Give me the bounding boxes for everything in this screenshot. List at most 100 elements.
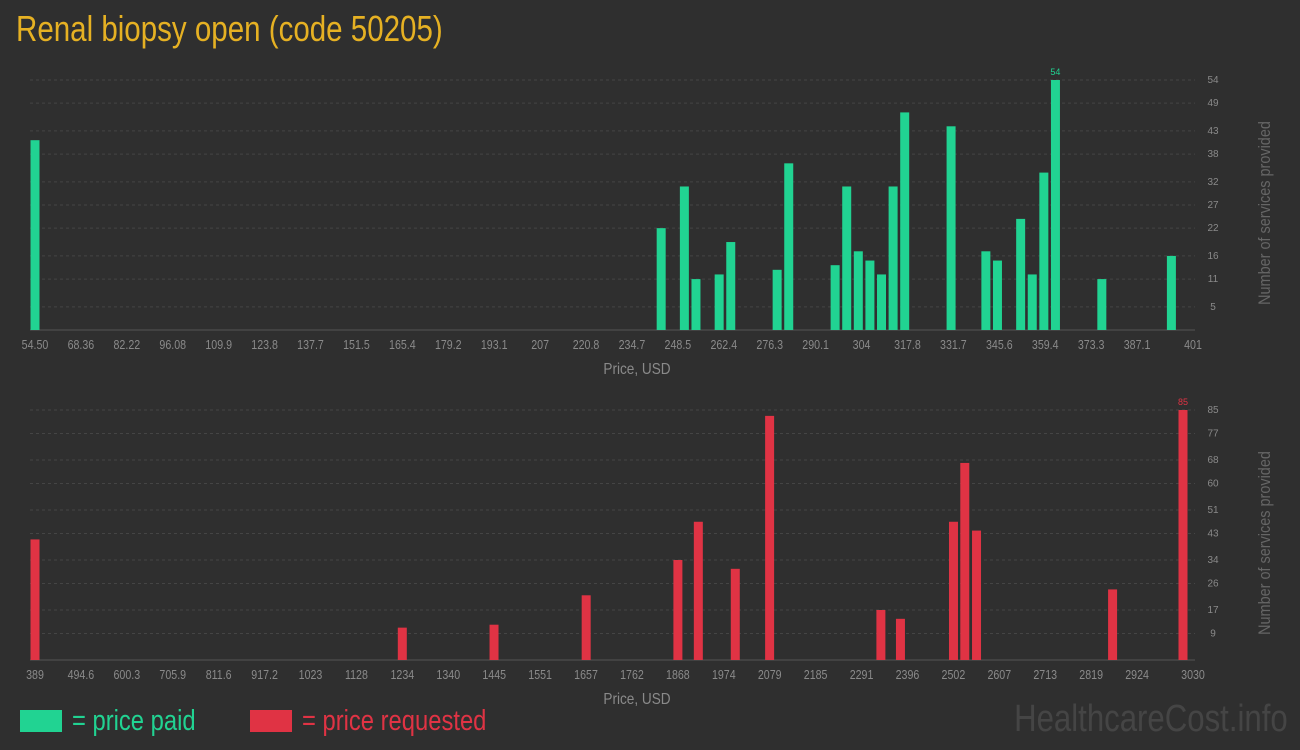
x-tick-label: 137.7: [297, 337, 324, 352]
paid-bar: [30, 140, 40, 330]
requested-bar: [876, 610, 886, 660]
x-tick-label: 2607: [987, 667, 1011, 682]
x-tick-label: 2924: [1125, 667, 1149, 682]
x-tick-label: 193.1: [481, 337, 508, 352]
x-tick-label: 1234: [391, 667, 415, 682]
requested-bar: [972, 530, 982, 660]
legend-requested: = price requested: [250, 704, 527, 737]
x-tick-label: 1128: [345, 667, 368, 682]
requested-bar: [765, 415, 775, 660]
x-tick-label: 234.7: [619, 337, 646, 352]
legend-paid: = price paid: [20, 704, 223, 737]
x-tick-label: 123.8: [251, 337, 278, 352]
x-tick-label: 389: [26, 667, 44, 682]
y-tick-label: 68: [1207, 455, 1219, 466]
legend-requested-swatch: [250, 710, 292, 732]
paid-bar: [853, 251, 863, 330]
y-tick-label: 17: [1207, 605, 1219, 616]
requested-bar: [397, 627, 407, 660]
y-tick-label: 51: [1207, 505, 1219, 516]
x-tick-label: 331.7: [940, 337, 967, 352]
y-tick-label: 32: [1207, 177, 1219, 188]
x-tick-label: 304: [853, 337, 871, 352]
x-tick-label: 1974: [712, 667, 736, 682]
requested-bar: [489, 624, 499, 660]
x-tick-label: 290.1: [802, 337, 829, 352]
y-tick-label: 22: [1207, 223, 1219, 234]
x-tick-label: 276.3: [756, 337, 783, 352]
paid-bar: [691, 279, 701, 330]
paid-bar: [714, 274, 724, 330]
requested-bar: [30, 539, 40, 660]
requested-bar: [895, 618, 905, 660]
max-value-label: 85: [1178, 397, 1188, 407]
x-tick-label: 373.3: [1078, 337, 1105, 352]
y-tick-label: 43: [1207, 529, 1219, 540]
x-tick-label: 2713: [1033, 667, 1057, 682]
paid-bar: [992, 260, 1002, 330]
x-tick-label: 220.8: [573, 337, 600, 352]
x-tick-label: 151.5: [343, 337, 370, 352]
requested-bar: [730, 568, 740, 660]
paid-bar: [1027, 274, 1037, 330]
x-tick-label: 96.08: [159, 337, 186, 352]
y-tick-label: 54: [1207, 75, 1219, 86]
requested-bar: [673, 560, 683, 660]
paid-bar: [656, 228, 666, 330]
y-axis-label: Number of services provided: [1256, 451, 1274, 635]
x-tick-label: 2185: [804, 667, 828, 682]
paid-bar: [877, 274, 887, 330]
x-tick-label: 2291: [850, 667, 874, 682]
max-value-label: 54: [1050, 67, 1060, 77]
paid-bar: [772, 269, 782, 330]
paid-bar: [726, 242, 736, 330]
y-tick-label: 85: [1207, 405, 1219, 416]
y-tick-label: 34: [1207, 555, 1219, 566]
legend-requested-label: = price requested: [302, 704, 487, 737]
paid-bar: [981, 251, 991, 330]
x-tick-label: 1445: [482, 667, 506, 682]
x-tick-label: 179.2: [435, 337, 462, 352]
y-tick-label: 49: [1207, 98, 1219, 109]
x-tick-label: 109.9: [205, 337, 232, 352]
legend-paid-label: = price paid: [72, 704, 196, 737]
paid-bar: [865, 260, 875, 330]
y-tick-label: 26: [1207, 579, 1219, 590]
x-tick-label: 401: [1184, 337, 1202, 352]
y-tick-label: 5: [1210, 302, 1216, 313]
x-tick-label: 359.4: [1032, 337, 1059, 352]
x-tick-label: 3030: [1181, 667, 1205, 682]
x-tick-label: 2079: [758, 667, 782, 682]
paid-bar: [946, 126, 956, 330]
x-tick-label: 2502: [942, 667, 966, 682]
x-tick-label: 1023: [299, 667, 323, 682]
x-tick-label: 317.8: [894, 337, 921, 352]
x-tick-label: 54.50: [22, 337, 49, 352]
x-tick-label: 68.36: [68, 337, 95, 352]
paid-bar: [1016, 218, 1026, 330]
x-tick-label: 1657: [574, 667, 598, 682]
x-tick-label: 82.22: [114, 337, 141, 352]
x-tick-label: 917.2: [251, 667, 278, 682]
y-tick-label: 9: [1210, 629, 1216, 640]
paid-bar: [679, 186, 689, 330]
x-tick-label: 1762: [620, 667, 644, 682]
y-tick-label: 77: [1207, 429, 1219, 440]
requested-bar: [1108, 589, 1118, 660]
paid-bar: [1166, 255, 1176, 330]
y-tick-label: 11: [1208, 274, 1219, 285]
paid-bar: [830, 265, 840, 330]
requested-bar: [960, 462, 970, 660]
y-tick-label: 60: [1207, 479, 1219, 490]
x-tick-label: 248.5: [665, 337, 692, 352]
y-tick-label: 16: [1207, 251, 1219, 262]
legend-paid-swatch: [20, 710, 62, 732]
y-tick-label: 27: [1207, 200, 1219, 211]
y-tick-label: 43: [1207, 126, 1219, 137]
x-tick-label: 345.6: [986, 337, 1013, 352]
x-tick-label: 1868: [666, 667, 690, 682]
x-tick-label: 387.1: [1124, 337, 1151, 352]
requested-bar: [581, 595, 591, 660]
requested-bar: [693, 521, 703, 660]
